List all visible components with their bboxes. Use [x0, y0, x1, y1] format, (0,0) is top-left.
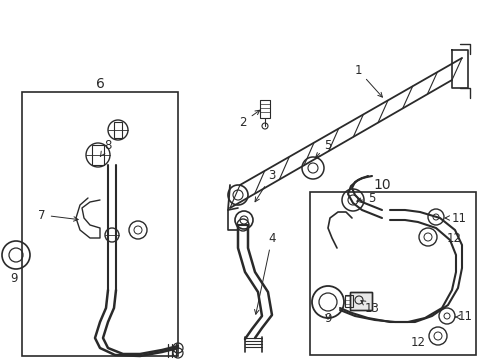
Text: 9: 9: [324, 311, 331, 324]
Bar: [114, 122, 122, 138]
Text: 12: 12: [446, 231, 461, 244]
Bar: [349, 292, 371, 310]
Text: 9: 9: [10, 271, 18, 284]
Text: 11: 11: [454, 310, 472, 324]
Text: 1: 1: [353, 63, 382, 97]
Text: 4: 4: [254, 231, 275, 314]
Bar: [260, 100, 269, 118]
Text: 7: 7: [38, 208, 78, 221]
Bar: [22, 92, 178, 356]
Text: 6: 6: [95, 77, 104, 91]
Text: 2: 2: [239, 110, 259, 129]
Bar: [92, 145, 104, 165]
Text: 3: 3: [255, 168, 275, 202]
Text: 5: 5: [315, 139, 331, 157]
Bar: [349, 292, 371, 310]
Text: 13: 13: [360, 301, 379, 315]
Text: 5: 5: [356, 192, 375, 204]
Text: 11: 11: [444, 212, 466, 225]
Text: 8: 8: [100, 139, 111, 157]
Text: 10: 10: [372, 178, 390, 192]
Bar: [309, 192, 475, 355]
Bar: [345, 295, 352, 307]
Text: 12: 12: [409, 336, 425, 348]
